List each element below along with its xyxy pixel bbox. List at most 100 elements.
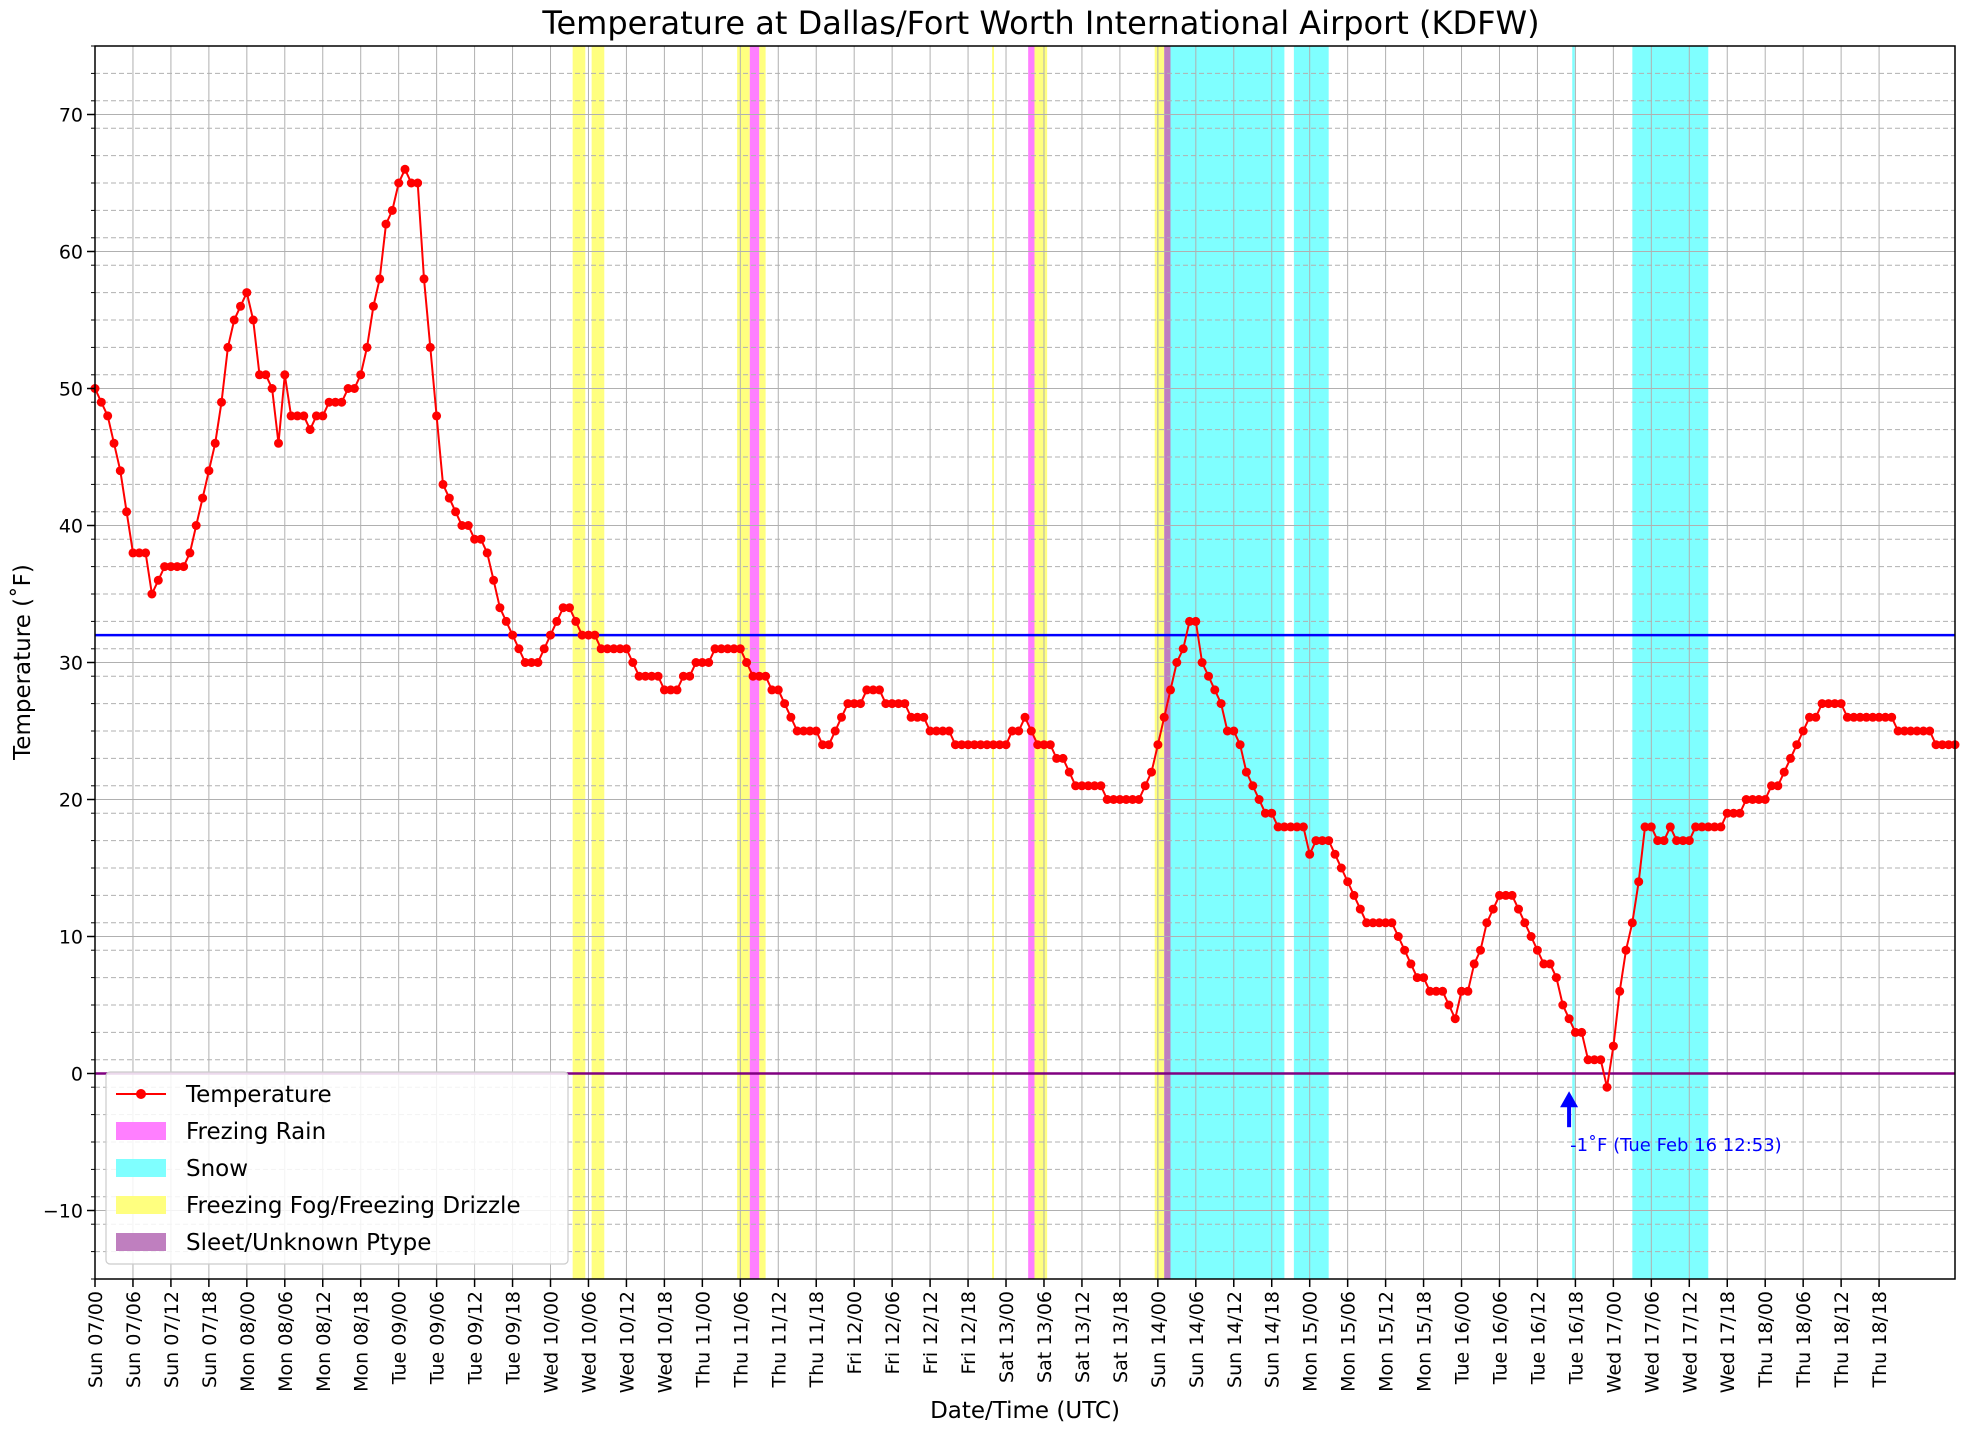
data-point xyxy=(438,479,448,489)
y-tick-label: −10 xyxy=(43,1201,83,1223)
data-point xyxy=(1672,836,1682,846)
x-tick-label: Wed 10/00 xyxy=(541,1291,563,1393)
y-tick-label: 30 xyxy=(59,653,83,675)
data-point xyxy=(976,740,986,750)
data-point xyxy=(527,658,536,667)
data-point xyxy=(1222,726,1232,736)
data-point xyxy=(1861,712,1871,722)
data-point xyxy=(476,534,486,544)
data-point xyxy=(1330,849,1340,859)
data-point xyxy=(584,630,593,640)
data-point xyxy=(672,685,682,695)
data-point xyxy=(1849,712,1859,722)
data-point xyxy=(1646,822,1656,832)
x-tick-label: Sat 13/12 xyxy=(1072,1291,1094,1383)
data-point xyxy=(1596,1055,1606,1065)
data-point xyxy=(723,644,733,654)
data-point xyxy=(546,630,555,640)
data-point xyxy=(1387,918,1397,928)
data-point xyxy=(489,575,499,585)
legend-label: Freezing Fog/Freezing Drizzle xyxy=(186,1193,521,1219)
data-point xyxy=(1824,699,1833,709)
data-point xyxy=(1653,836,1663,846)
data-point xyxy=(1431,986,1441,996)
data-point xyxy=(1109,795,1119,804)
data-point xyxy=(634,671,644,681)
data-point xyxy=(1090,781,1100,791)
data-point xyxy=(1570,1027,1580,1037)
data-point xyxy=(356,370,366,380)
x-tick-label: Thu 18/00 xyxy=(1755,1291,1777,1388)
data-point xyxy=(925,726,935,736)
data-point xyxy=(179,562,189,572)
data-point xyxy=(1520,918,1530,928)
data-point xyxy=(311,411,321,421)
data-point xyxy=(267,384,277,393)
data-point xyxy=(1577,1027,1587,1037)
data-point xyxy=(1583,1055,1593,1065)
data-point xyxy=(514,644,524,654)
x-tick-label: Thu 18/12 xyxy=(1831,1291,1853,1388)
data-point xyxy=(1874,712,1884,722)
data-point xyxy=(615,644,625,654)
x-tick-label: Sun 07/12 xyxy=(161,1291,183,1388)
data-point xyxy=(305,425,315,435)
data-point xyxy=(1368,918,1378,928)
data-point xyxy=(128,548,138,558)
data-point xyxy=(1684,836,1694,846)
data-point xyxy=(653,671,663,681)
data-point xyxy=(1444,1000,1454,1010)
data-point xyxy=(1925,726,1935,736)
data-point xyxy=(1001,740,1011,750)
data-point xyxy=(767,685,777,695)
data-point xyxy=(1906,726,1916,736)
data-point xyxy=(1754,795,1764,804)
data-point xyxy=(659,685,669,695)
data-point xyxy=(1412,973,1422,983)
data-point xyxy=(1703,822,1713,832)
data-point xyxy=(1128,795,1138,804)
data-point xyxy=(666,685,676,695)
data-point xyxy=(1185,616,1194,626)
data-point xyxy=(628,658,638,667)
x-tick-label: Wed 17/18 xyxy=(1717,1291,1739,1393)
data-point xyxy=(1495,890,1504,900)
data-point xyxy=(1311,836,1321,846)
data-point xyxy=(185,548,195,558)
x-tick-label: Fri 12/12 xyxy=(920,1291,942,1374)
data-point xyxy=(1912,726,1922,736)
data-point xyxy=(944,726,954,736)
data-point xyxy=(1476,945,1485,955)
data-point xyxy=(1355,904,1365,914)
data-point xyxy=(394,178,404,188)
data-point xyxy=(1014,726,1024,736)
data-point xyxy=(552,616,562,626)
data-point xyxy=(1077,781,1087,791)
data-point xyxy=(1634,877,1644,887)
data-point xyxy=(805,726,815,736)
data-point xyxy=(1501,890,1511,900)
data-point xyxy=(1805,712,1814,722)
data-point xyxy=(1324,836,1334,846)
data-point xyxy=(1830,699,1840,709)
data-point xyxy=(1052,753,1062,763)
data-point xyxy=(938,726,948,736)
data-point xyxy=(881,699,891,709)
x-tick-label: Tue 09/00 xyxy=(389,1291,411,1385)
data-point xyxy=(1602,1082,1612,1092)
data-point xyxy=(368,301,378,311)
data-point xyxy=(1817,699,1827,709)
data-point xyxy=(324,397,334,407)
data-point xyxy=(602,644,612,654)
data-point xyxy=(1362,918,1372,928)
data-point xyxy=(1855,712,1865,722)
x-tick-label: Wed 10/06 xyxy=(579,1291,601,1393)
data-point xyxy=(1665,822,1675,832)
y-tick-label: 50 xyxy=(59,379,83,401)
data-point xyxy=(1039,740,1049,750)
data-point xyxy=(1615,986,1625,996)
annotation-label: -1˚F (Tue Feb 16 12:53) xyxy=(1570,1135,1782,1156)
data-point xyxy=(571,616,581,626)
data-point xyxy=(1741,795,1751,804)
y-tick-label: 60 xyxy=(59,242,83,264)
